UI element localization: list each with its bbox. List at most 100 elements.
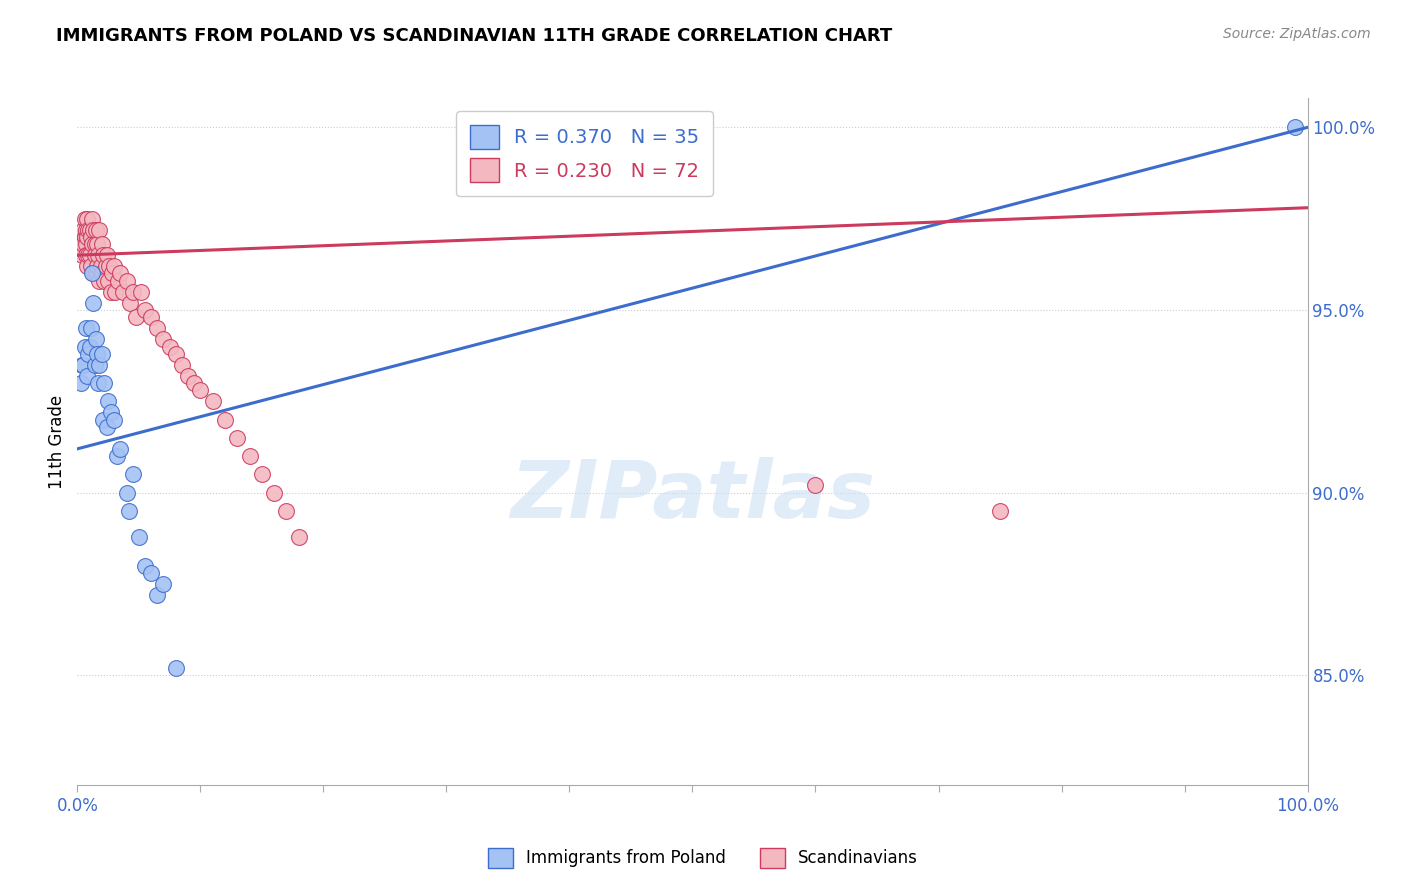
Point	[83, 248, 105, 262]
Point	[131, 285, 153, 299]
Point	[87, 248, 110, 262]
Point	[82, 237, 104, 252]
Point	[93, 274, 115, 288]
Point	[83, 237, 105, 252]
Point	[90, 267, 114, 281]
Point	[83, 358, 105, 372]
Point	[80, 321, 103, 335]
Point	[72, 237, 94, 252]
Point	[146, 321, 169, 335]
Point	[82, 222, 104, 236]
Point	[90, 259, 112, 273]
Point	[91, 248, 114, 262]
Point	[141, 566, 163, 580]
Point	[104, 285, 127, 299]
Point	[128, 529, 150, 543]
Point	[239, 449, 262, 463]
Point	[134, 558, 156, 573]
Point	[121, 467, 143, 482]
Point	[90, 347, 114, 361]
Point	[82, 295, 104, 310]
Point	[152, 577, 174, 591]
Point	[105, 449, 128, 463]
Point	[263, 485, 285, 500]
Y-axis label: 11th Grade: 11th Grade	[48, 394, 66, 489]
Point	[110, 267, 132, 281]
Point	[77, 347, 100, 361]
Point	[79, 340, 101, 354]
Point	[170, 358, 193, 372]
Point	[72, 222, 94, 236]
Point	[75, 248, 97, 262]
Point	[115, 274, 138, 288]
Point	[100, 285, 122, 299]
Point	[84, 267, 107, 281]
Point	[134, 303, 156, 318]
Point	[73, 230, 96, 244]
Point	[91, 412, 114, 426]
Point	[82, 267, 104, 281]
Point	[86, 347, 108, 361]
Text: Source: ZipAtlas.com: Source: ZipAtlas.com	[1223, 27, 1371, 41]
Point	[250, 467, 273, 482]
Point	[70, 248, 93, 262]
Point	[80, 230, 103, 244]
Point	[121, 285, 143, 299]
Point	[96, 248, 118, 262]
Point	[96, 420, 118, 434]
Point	[86, 237, 108, 252]
Point	[76, 259, 98, 273]
Point	[103, 259, 125, 273]
Point	[201, 394, 224, 409]
Point	[79, 248, 101, 262]
Point	[120, 295, 142, 310]
Point	[75, 321, 97, 335]
Point	[103, 412, 125, 426]
Point	[152, 332, 174, 346]
Point	[87, 376, 110, 390]
Point	[84, 222, 107, 236]
Point	[73, 211, 96, 226]
Point	[125, 310, 148, 325]
Point	[214, 412, 236, 426]
Point	[75, 237, 97, 252]
Point	[75, 222, 97, 236]
Point	[82, 211, 104, 226]
Text: IMMIGRANTS FROM POLAND VS SCANDINAVIAN 11TH GRADE CORRELATION CHART: IMMIGRANTS FROM POLAND VS SCANDINAVIAN 1…	[56, 27, 893, 45]
Point	[165, 661, 187, 675]
Point	[804, 478, 827, 492]
Point	[94, 259, 117, 273]
Point	[93, 376, 115, 390]
Point	[111, 285, 134, 299]
Point	[110, 442, 132, 456]
Point	[141, 310, 163, 325]
Point	[89, 274, 111, 288]
Point	[80, 259, 103, 273]
Point	[276, 504, 298, 518]
Point	[98, 259, 121, 273]
Point	[77, 248, 100, 262]
Point	[146, 588, 169, 602]
Point	[97, 394, 120, 409]
Text: ZIPatlas: ZIPatlas	[510, 458, 875, 535]
Legend: R = 0.370   N = 35, R = 0.230   N = 72: R = 0.370 N = 35, R = 0.230 N = 72	[456, 112, 713, 195]
Point	[100, 405, 122, 419]
Legend: Immigrants from Poland, Scandinavians: Immigrants from Poland, Scandinavians	[481, 841, 925, 875]
Point	[1284, 120, 1306, 135]
Point	[79, 222, 101, 236]
Point	[70, 230, 93, 244]
Point	[288, 529, 311, 543]
Point	[86, 259, 108, 273]
Point	[72, 358, 94, 372]
Point	[118, 504, 141, 518]
Point	[988, 504, 1011, 518]
Point	[76, 368, 98, 383]
Point	[159, 340, 181, 354]
Point	[177, 368, 200, 383]
Point	[76, 230, 98, 244]
Point	[165, 347, 187, 361]
Point	[101, 267, 124, 281]
Point	[73, 340, 96, 354]
Point	[84, 332, 107, 346]
Point	[97, 274, 120, 288]
